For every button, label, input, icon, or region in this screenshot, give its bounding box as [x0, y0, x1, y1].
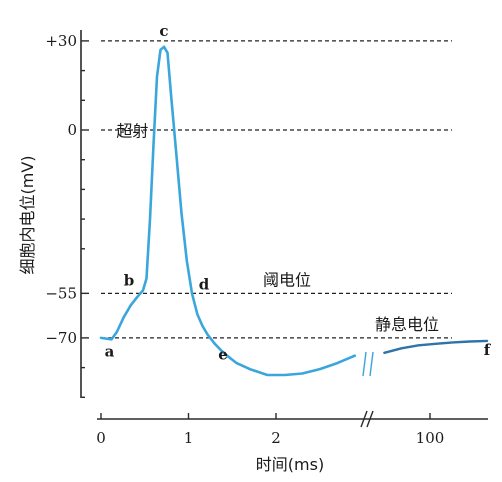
y-tick-label-3: −70: [45, 329, 77, 347]
x-axis-break-slash-2: [366, 410, 374, 428]
curve-break-slash-1: [362, 351, 367, 377]
point-label-d: d: [199, 275, 210, 293]
y-tick-label-1: 0: [67, 121, 77, 139]
x-axis-break-mark: [360, 410, 374, 428]
point-label-c: c: [159, 22, 168, 40]
axes: [80, 30, 488, 420]
x-tick-label-2: 2: [271, 429, 281, 447]
curve-break-slash-2: [369, 351, 374, 377]
point-label-a: a: [105, 342, 115, 360]
point-label-e: e: [218, 345, 228, 363]
x-axis-title: 时间(ms): [256, 455, 324, 474]
reference-line-label-3: 静息电位: [375, 315, 439, 334]
x-tick-label-0: 0: [96, 429, 106, 447]
y-tick-label-2: −55: [45, 284, 77, 302]
annotations: 超射: [116, 121, 148, 140]
point-label-b: b: [124, 271, 135, 289]
series: [99, 45, 489, 377]
point-label-f: f: [484, 341, 492, 359]
curve-break-mark: [362, 351, 374, 377]
reference-line-label-2: 阈电位: [263, 270, 311, 289]
x-ticks: 0 1 2 100: [96, 413, 444, 447]
x-tick-label-1: 1: [184, 429, 194, 447]
series-line-0: [99, 45, 357, 377]
x-axis-break-slash-1: [360, 410, 368, 428]
y-axis-title: 细胞内电位(mV): [18, 155, 37, 274]
x-tick-label-3: 100: [416, 429, 445, 447]
y-tick-label-0: +30: [45, 32, 77, 50]
y-ticks: +30 0 −55 −70: [45, 32, 89, 398]
series-line-1: [383, 339, 489, 354]
annotation-0: 超射: [116, 121, 148, 140]
point-labels: a b c d e f: [105, 22, 492, 364]
